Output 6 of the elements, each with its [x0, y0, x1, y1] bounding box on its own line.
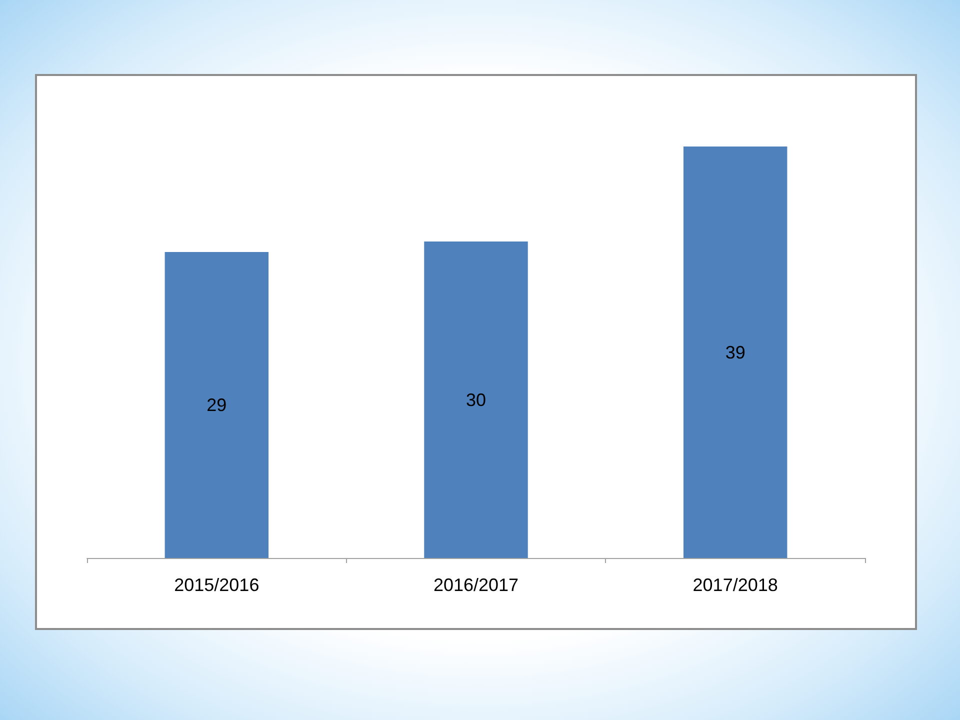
data-label: 30 [466, 390, 486, 410]
x-tick-label: 2015/2016 [174, 575, 260, 595]
data-label: 39 [725, 342, 746, 362]
data-label: 29 [206, 395, 227, 416]
x-tick-label: 2017/2018 [692, 575, 778, 595]
x-tick-label: 2016/2017 [433, 575, 519, 595]
